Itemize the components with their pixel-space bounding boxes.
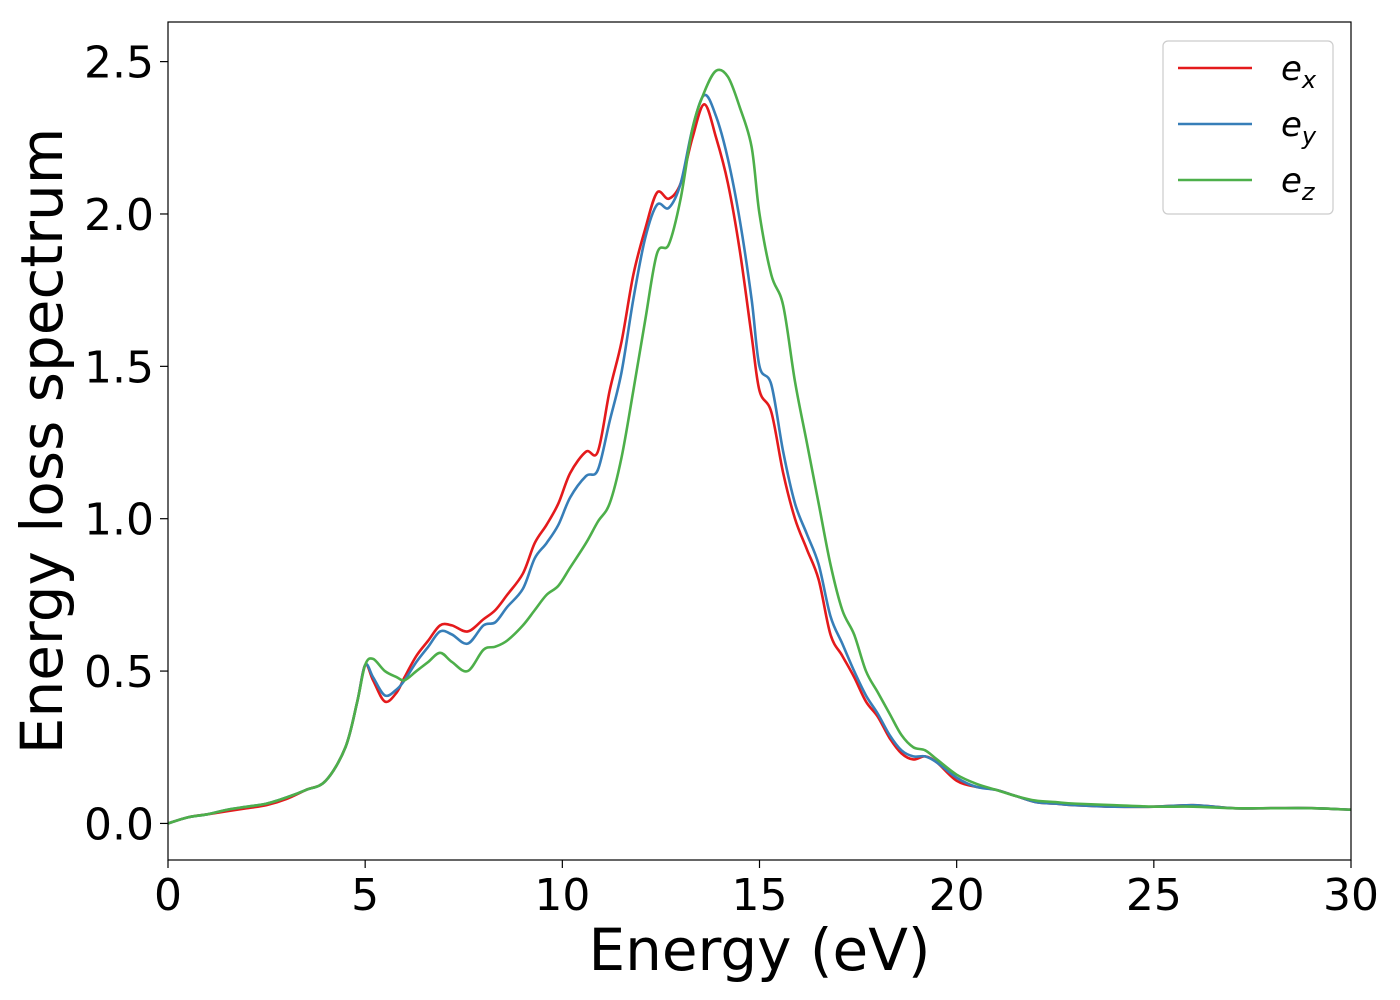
- y-tick-label: 1.0: [84, 495, 154, 546]
- x-tick-label: 10: [534, 870, 590, 921]
- x-tick-label: 20: [929, 870, 985, 921]
- y-tick-label: 1.5: [84, 342, 154, 393]
- y-tick-label: 0.0: [84, 799, 154, 850]
- x-tick-label: 15: [732, 870, 788, 921]
- y-tick-label: 2.0: [84, 190, 154, 241]
- x-tick-label: 0: [154, 870, 182, 921]
- y-tick-label: 0.5: [84, 647, 154, 698]
- y-tick-label: 2.5: [84, 38, 154, 89]
- series-line-e_y: [168, 93, 1351, 825]
- x-axis-title: Energy (eV): [588, 916, 930, 984]
- series-layer: [168, 68, 1351, 825]
- legend-box: [1162, 40, 1334, 215]
- x-tick-label: 25: [1126, 870, 1182, 921]
- y-axis-title: Energy loss spectrum: [8, 128, 76, 754]
- x-tick-label: 5: [351, 870, 379, 921]
- series-line-e_z: [168, 68, 1351, 825]
- x-axis-ticks: 0 5 10 15 20 25 30: [154, 860, 1379, 921]
- y-axis-ticks: 0.0 0.5 1.0 1.5 2.0 2.5: [84, 38, 168, 850]
- x-tick-label: 30: [1323, 870, 1379, 921]
